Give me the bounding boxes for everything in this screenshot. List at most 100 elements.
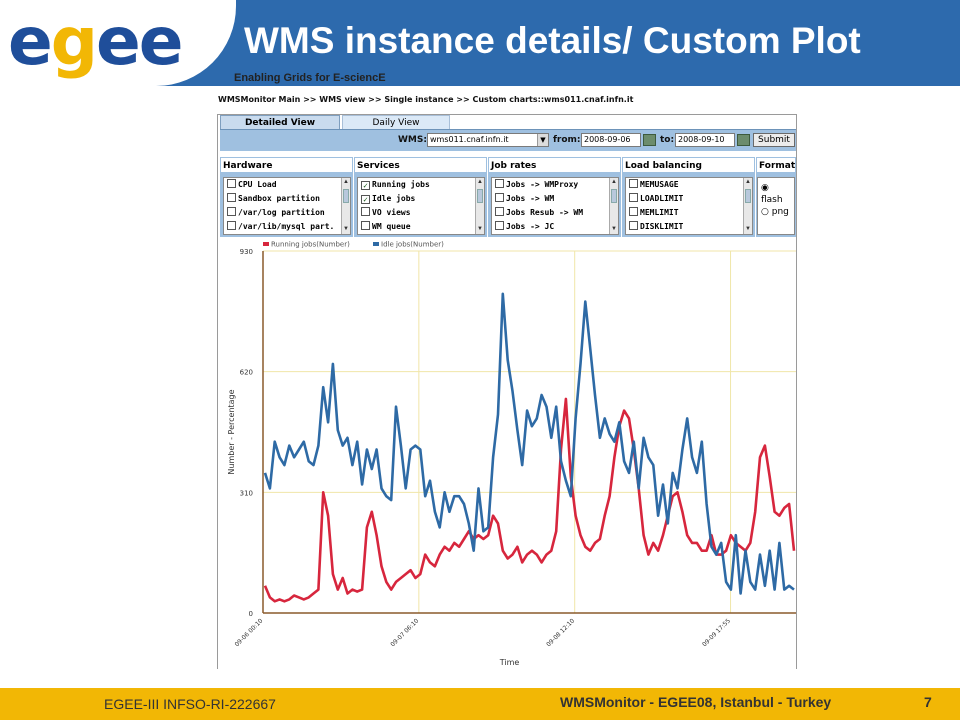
logo-subtitle: Enabling Grids for E-sciencE xyxy=(234,72,386,84)
hardware-column: Hardware CPU Load Sandbox partition /var… xyxy=(220,157,354,237)
series-line xyxy=(263,397,796,603)
scroll-thumb[interactable] xyxy=(477,189,483,203)
list-item[interactable]: Jobs Resub -> WM xyxy=(492,206,618,220)
scroll-thumb[interactable] xyxy=(745,189,751,203)
checkbox-icon[interactable] xyxy=(629,207,638,216)
list-item[interactable]: DISKLIMIT xyxy=(626,220,752,234)
submit-button[interactable]: Submit xyxy=(753,133,795,147)
breadcrumb[interactable]: WMSMonitor Main >> WMS view >> Single in… xyxy=(218,95,634,104)
scroll-up-icon[interactable]: ▲ xyxy=(477,179,483,185)
hardware-list[interactable]: CPU Load Sandbox partition /var/log part… xyxy=(223,177,351,235)
wms-select[interactable]: wms011.cnaf.infn.it ▼ xyxy=(427,133,549,147)
list-scrollbar[interactable]: ▲ ▼ xyxy=(743,178,752,234)
x-tick-label: 09-06 00:10 xyxy=(234,617,265,648)
checkbox-icon[interactable] xyxy=(495,193,504,202)
scroll-up-icon[interactable]: ▲ xyxy=(611,179,617,185)
scroll-up-icon[interactable]: ▲ xyxy=(343,179,349,185)
chevron-down-icon[interactable]: ▼ xyxy=(537,134,548,146)
list-item[interactable]: LOADLIMIT xyxy=(626,192,752,206)
list-item[interactable]: VO views xyxy=(358,206,484,220)
x-tick-label: 09-07 06:10 xyxy=(389,617,420,648)
format-option-png[interactable]: ○ png xyxy=(761,207,789,217)
checkbox-icon[interactable] xyxy=(227,221,236,230)
tab-daily-view[interactable]: Daily View xyxy=(342,115,450,129)
list-scrollbar[interactable]: ▲ ▼ xyxy=(341,178,350,234)
custom-chart: 0 310 620 930 09-06 00:10 09-07 06:10 09-08 12… xyxy=(218,237,796,669)
format-option-flash[interactable]: ◉ flash xyxy=(761,183,783,205)
list-item[interactable]: ✓ Idle jobs xyxy=(358,192,484,206)
scroll-down-icon[interactable]: ▼ xyxy=(343,226,349,232)
scroll-down-icon[interactable]: ▼ xyxy=(611,226,617,232)
tab-detailed-view[interactable]: Detailed View xyxy=(220,115,340,129)
legend-swatch xyxy=(373,242,379,246)
logo-wordmark: egee xyxy=(8,3,184,80)
checkbox-icon[interactable] xyxy=(495,221,504,230)
list-item[interactable]: Jobs -> WMProxy xyxy=(492,178,618,192)
to-date-input[interactable]: 2008-09-10 xyxy=(675,133,735,147)
format-column: Format ◉ flash ○ png xyxy=(756,157,796,237)
scroll-down-icon[interactable]: ▼ xyxy=(477,226,483,232)
services-header: Services xyxy=(354,157,487,173)
footer-event: WMSMonitor - EGEE08, Istanbul - Turkey xyxy=(560,694,832,710)
x-tick-label: 09-09 17:55 xyxy=(701,617,732,648)
list-item[interactable]: WM queue xyxy=(358,220,484,234)
job-rates-header: Job rates xyxy=(488,157,621,173)
list-item[interactable]: /var/lib/mysql part. xyxy=(224,220,350,234)
from-date-input[interactable]: 2008-09-06 xyxy=(581,133,641,147)
y-tick-label: 620 xyxy=(240,369,253,377)
format-header: Format xyxy=(756,157,796,173)
checkbox-checked-icon[interactable]: ✓ xyxy=(361,195,370,204)
services-list[interactable]: ✓ Running jobs ✓ Idle jobs VO views WM que… xyxy=(357,177,485,235)
load-balancing-list[interactable]: MEMUSAGE LOADLIMIT MEMLIMIT DISKLIMIT ▲ ▼ xyxy=(625,177,753,235)
job-rates-list[interactable]: Jobs -> WMProxy Jobs -> WM Jobs Resub ->… xyxy=(491,177,619,235)
scroll-down-icon[interactable]: ▼ xyxy=(745,226,751,232)
list-scrollbar[interactable]: ▲ ▼ xyxy=(475,178,484,234)
list-item[interactable]: CPU Load xyxy=(224,178,350,192)
to-label: to: xyxy=(660,135,675,145)
checkbox-icon[interactable] xyxy=(361,221,370,230)
services-column: Services ✓ Running jobs ✓ Idle jobs VO vie… xyxy=(354,157,488,237)
list-item[interactable]: /var/log partition xyxy=(224,206,350,220)
wms-toolbar: WMS: wms011.cnaf.infn.it ▼ from: 2008-09… xyxy=(220,129,796,151)
checkbox-icon[interactable] xyxy=(227,193,236,202)
y-tick-label: 310 xyxy=(240,489,253,497)
checkbox-icon[interactable] xyxy=(227,207,236,216)
format-options: ◉ flash ○ png xyxy=(757,177,795,235)
radio-selected-icon[interactable]: ◉ xyxy=(761,183,769,193)
checkbox-icon[interactable] xyxy=(495,207,504,216)
checkbox-icon[interactable] xyxy=(629,179,638,188)
list-item[interactable]: MEMLIMIT xyxy=(626,206,752,220)
from-label: from: xyxy=(553,135,581,145)
list-item[interactable]: Jobs -> JC xyxy=(492,220,618,234)
list-item[interactable]: ✓ Running jobs xyxy=(358,178,484,192)
scroll-thumb[interactable] xyxy=(611,189,617,203)
list-item[interactable]: MEMUSAGE xyxy=(626,178,752,192)
slide-footer: EGEE-III INFSO-RI-222667 WMSMonitor - EG… xyxy=(0,688,960,720)
list-item[interactable]: Jobs -> WM xyxy=(492,192,618,206)
x-axis-label: Time xyxy=(499,658,520,667)
checkbox-checked-icon[interactable]: ✓ xyxy=(361,181,370,190)
checkbox-icon[interactable] xyxy=(361,207,370,216)
checkbox-icon[interactable] xyxy=(629,221,638,230)
x-tick-label: 09-08 12:10 xyxy=(545,617,576,648)
line-chart: 0 310 620 930 09-06 00:10 09-07 06:10 09-08 12… xyxy=(227,241,796,667)
scroll-thumb[interactable] xyxy=(343,189,349,203)
slide-title: WMS instance details/ Custom Plot xyxy=(244,20,861,61)
list-item[interactable]: Sandbox partition xyxy=(224,192,350,206)
page-number: 7 xyxy=(924,694,932,710)
checkbox-icon[interactable] xyxy=(495,179,504,188)
custom-charts-panel: Detailed View Daily View WMS: wms011.cna… xyxy=(217,114,797,669)
calendar-icon[interactable] xyxy=(737,134,750,146)
load-balancing-header: Load balancing xyxy=(622,157,755,173)
series-line xyxy=(263,292,795,595)
view-tabs: Detailed View Daily View xyxy=(218,115,796,129)
checkbox-icon[interactable] xyxy=(629,193,638,202)
load-balancing-column: Load balancing MEMUSAGE LOADLIMIT MEMLIM… xyxy=(622,157,756,237)
y-tick-label: 0 xyxy=(249,610,253,618)
checkbox-icon[interactable] xyxy=(227,179,236,188)
wms-select-value: wms011.cnaf.infn.it xyxy=(430,135,509,144)
calendar-icon[interactable] xyxy=(643,134,656,146)
radio-icon[interactable]: ○ xyxy=(761,207,769,217)
scroll-up-icon[interactable]: ▲ xyxy=(745,179,751,185)
list-scrollbar[interactable]: ▲ ▼ xyxy=(609,178,618,234)
